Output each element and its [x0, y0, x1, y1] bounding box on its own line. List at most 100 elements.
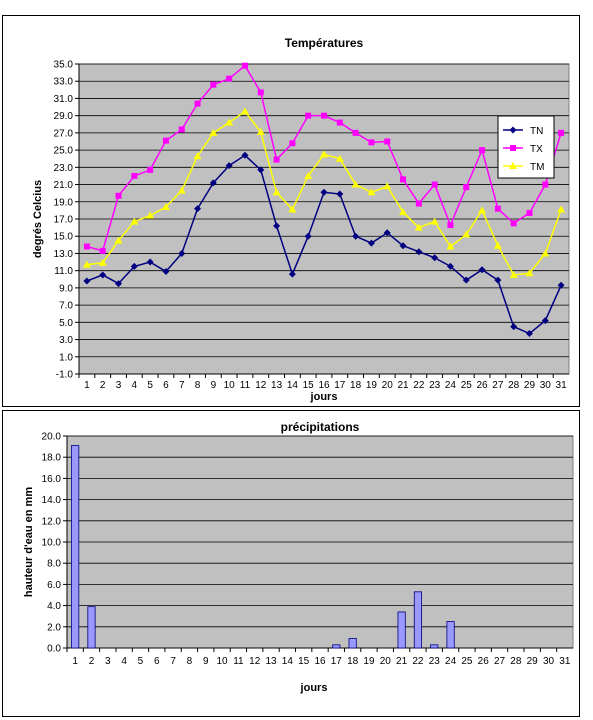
data-point	[320, 188, 328, 196]
bar	[413, 591, 423, 649]
data-point	[115, 280, 123, 288]
data-point	[446, 242, 455, 250]
x-tick-label: 22	[413, 380, 425, 391]
data-point	[114, 236, 123, 244]
temperature-chart-panel: -1.0 1.0 3.0 5.0 7.0 9.0 11.0 13.0 15.0 17.0 19.0 2…	[2, 15, 580, 407]
data-point	[194, 205, 202, 213]
x-tick-label: 29	[527, 656, 539, 667]
x-tick-label: 28	[508, 380, 520, 391]
x-tick-label: 7	[179, 380, 185, 391]
data-point	[288, 205, 297, 213]
x-tick-label: 25	[461, 656, 473, 667]
precipitation-chart-panel: 0.0 2.0 4.0 6.0 8.0 10.0 12.0 14.0 16.0 18.0 20.0 1…	[2, 410, 580, 717]
bar	[397, 611, 406, 649]
data-point	[400, 176, 407, 183]
data-point	[336, 190, 344, 198]
x-tick-label: 8	[187, 656, 193, 667]
x-tick-label: 29	[524, 380, 536, 391]
data-point	[557, 205, 566, 213]
x-tick-label: 2	[89, 656, 95, 667]
data-point	[526, 209, 533, 216]
data-point	[257, 166, 265, 174]
data-point	[273, 222, 281, 230]
x-tick-label: 10	[224, 380, 236, 391]
x-tick-label: 21	[396, 656, 408, 667]
x-tick-label: 14	[287, 380, 299, 391]
data-point	[415, 200, 422, 207]
x-tick-label: 16	[314, 656, 326, 667]
x-tick-label: 18	[350, 380, 362, 391]
data-point	[225, 162, 233, 170]
data-point	[384, 138, 391, 145]
bar	[430, 644, 439, 649]
data-point	[525, 269, 534, 277]
legend-marker	[509, 126, 517, 134]
x-tick-label: 28	[510, 656, 522, 667]
data-point	[146, 258, 154, 266]
x-tick-label: 12	[255, 380, 267, 391]
x-tick-label: 30	[540, 380, 552, 391]
data-point	[430, 217, 439, 225]
series-tx	[83, 62, 565, 254]
data-point	[383, 229, 391, 237]
x-tick-label: 4	[121, 656, 127, 667]
y-tick-label: 10.0	[42, 538, 62, 549]
x-axis-label: jours	[300, 682, 328, 694]
x-tick-label: 11	[233, 656, 244, 667]
x-tick-label: 5	[147, 380, 153, 391]
data-point	[478, 206, 487, 214]
x-tick-label: 30	[543, 656, 555, 667]
data-point	[83, 243, 90, 250]
x-tick-label: 10	[217, 656, 229, 667]
y-tick-label: 3.0	[59, 335, 73, 346]
data-point	[273, 156, 280, 163]
x-tick-label: 31	[559, 656, 571, 667]
data-point	[83, 277, 91, 285]
y-tick-label: 29.0	[54, 111, 74, 122]
data-point	[447, 222, 454, 229]
y-tick-label: 25.0	[54, 146, 74, 157]
data-point	[478, 266, 486, 274]
data-point	[98, 258, 107, 266]
x-tick-label: 27	[492, 380, 504, 391]
data-point	[147, 166, 154, 173]
x-tick-label: 7	[170, 656, 176, 667]
data-point	[161, 202, 170, 210]
x-tick-label: 8	[195, 380, 201, 391]
x-tick-label: 5	[138, 656, 144, 667]
x-tick-label: 21	[397, 380, 409, 391]
x-tick-label: 12	[249, 656, 261, 667]
y-tick-label: 31.0	[54, 94, 74, 105]
y-tick-label: 23.0	[54, 163, 74, 174]
data-point	[415, 248, 423, 256]
y-tick-label: 19.0	[54, 197, 74, 208]
legend-label: TM	[530, 162, 544, 173]
data-point	[367, 239, 375, 247]
bar	[87, 606, 96, 649]
data-point	[542, 181, 549, 188]
data-point	[494, 276, 502, 284]
x-tick-label: 24	[445, 380, 457, 391]
data-point	[541, 317, 549, 325]
data-point	[431, 181, 438, 188]
data-point	[336, 119, 343, 126]
y-tick-label: 21.0	[54, 180, 74, 191]
y-tick-label: 12.0	[42, 516, 62, 527]
data-point	[352, 232, 360, 240]
data-point	[289, 140, 296, 147]
data-point	[257, 89, 264, 96]
x-tick-label: 24	[445, 656, 457, 667]
data-point	[115, 192, 122, 199]
legend-marker	[510, 145, 516, 151]
data-point	[130, 262, 138, 270]
data-point	[509, 270, 518, 278]
data-point	[510, 323, 518, 331]
x-tick-label: 19	[366, 380, 378, 391]
y-tick-label: 27.0	[54, 128, 74, 139]
y-tick-label: 13.0	[54, 249, 74, 260]
y-tick-label: 17.0	[54, 215, 74, 226]
data-point	[304, 232, 312, 240]
x-axis-label: jours	[310, 391, 338, 403]
data-point	[178, 126, 185, 133]
data-point	[493, 241, 502, 249]
